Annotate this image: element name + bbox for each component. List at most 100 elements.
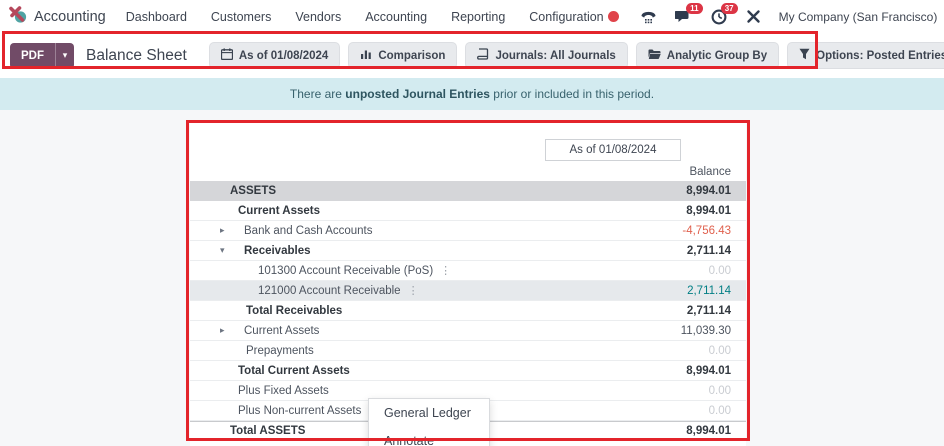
accounting-app-icon bbox=[8, 5, 27, 29]
kebab-menu-icon[interactable]: ⋮ bbox=[408, 284, 418, 297]
row-label: 121000 Account Receivable bbox=[258, 285, 401, 297]
content-area: As of 01/08/2024 Balance ASSETS8,994.01C… bbox=[0, 110, 944, 446]
row-value: 0.00 bbox=[709, 345, 746, 357]
menu-configuration[interactable]: Configuration bbox=[529, 10, 603, 24]
analytic-filter-button[interactable]: Analytic Group By bbox=[636, 42, 779, 69]
row-value: 8,994.01 bbox=[686, 365, 746, 377]
top-navbar: Accounting Dashboard Customers Vendors A… bbox=[0, 0, 944, 33]
row-label: Current Assets bbox=[238, 205, 320, 217]
table-row[interactable]: Current Assets 8,994.01 bbox=[190, 201, 746, 221]
table-row[interactable]: ▾Receivables 2,711.14 bbox=[190, 241, 746, 261]
report-title: Balance Sheet bbox=[86, 47, 187, 65]
row-label-cell: Total Current Assets bbox=[190, 365, 350, 377]
row-label-cell: Prepayments bbox=[190, 345, 314, 357]
menu-vendors[interactable]: Vendors bbox=[295, 10, 341, 24]
kebab-menu-icon[interactable]: ⋮ bbox=[440, 264, 450, 277]
banner-text: There are unposted Journal Entries prior… bbox=[290, 87, 654, 101]
calendar-icon bbox=[221, 48, 233, 63]
comparison-filter-button[interactable]: Comparison bbox=[348, 42, 457, 69]
menu-customers[interactable]: Customers bbox=[211, 10, 271, 24]
row-label: Total Current Assets bbox=[238, 365, 350, 377]
table-row[interactable]: Prepayments 0.00 bbox=[190, 341, 746, 361]
row-label-cell: Total Receivables bbox=[190, 305, 342, 317]
table-row[interactable]: Total Current Assets 8,994.01 bbox=[190, 361, 746, 381]
table-row[interactable]: 121000 Account Receivable⋮2,711.14 bbox=[190, 281, 746, 301]
row-value: 2,711.14 bbox=[687, 245, 746, 257]
row-value: 0.00 bbox=[709, 405, 746, 417]
filter-bar: As of 01/08/2024 Comparison Journals: Al… bbox=[209, 42, 944, 69]
row-label-cell: 101300 Account Receivable (PoS) ⋮ bbox=[190, 264, 450, 277]
row-label: Total Receivables bbox=[246, 305, 342, 317]
row-label-cell: ASSETS bbox=[190, 185, 276, 197]
row-label: Prepayments bbox=[246, 345, 314, 357]
row-label: Plus Non-current Assets bbox=[238, 405, 361, 417]
table-row[interactable]: 101300 Account Receivable (PoS) ⋮ 0.00 bbox=[190, 261, 746, 281]
line-context-menu: General Ledger Annotate bbox=[368, 398, 490, 446]
messages-badge: 11 bbox=[686, 3, 702, 15]
menu-item-general-ledger[interactable]: General Ledger bbox=[369, 399, 489, 427]
pdf-button[interactable]: PDF bbox=[10, 43, 55, 69]
table-row[interactable]: ▸Bank and Cash Accounts -4,756.43 bbox=[190, 221, 746, 241]
row-value: 0.00 bbox=[709, 265, 746, 277]
voip-phone-icon[interactable] bbox=[639, 7, 659, 27]
menu-accounting[interactable]: Accounting bbox=[365, 10, 427, 24]
column-date-box: As of 01/08/2024 bbox=[545, 139, 681, 161]
row-label: 101300 Account Receivable (PoS) bbox=[258, 265, 433, 277]
pdf-dropdown-caret-icon[interactable]: ▾ bbox=[55, 43, 74, 69]
app-switcher[interactable]: Accounting bbox=[8, 5, 106, 29]
row-label-cell: Current Assets bbox=[190, 205, 320, 217]
options-filter-label: Options: Posted Entries Only , Accrual B… bbox=[816, 50, 944, 62]
filter-funnel-icon bbox=[799, 48, 810, 63]
recording-indicator-icon[interactable] bbox=[604, 7, 624, 27]
company-selector[interactable]: My Company (San Francisco) bbox=[779, 10, 938, 24]
row-label-cell: ▸Current Assets bbox=[190, 325, 319, 337]
analytic-filter-label: Analytic Group By bbox=[667, 50, 767, 62]
row-value: 0.00 bbox=[709, 385, 746, 397]
table-row[interactable]: ASSETS 8,994.01 bbox=[190, 181, 746, 201]
row-label: Receivables bbox=[244, 245, 311, 257]
options-filter-button[interactable]: Options: Posted Entries Only , Accrual B… bbox=[787, 42, 944, 69]
messages-icon[interactable]: 11 bbox=[674, 7, 694, 27]
row-label: Bank and Cash Accounts bbox=[244, 225, 373, 237]
row-label-cell: Plus Non-current Assets bbox=[190, 405, 361, 417]
caret-down-icon[interactable]: ▾ bbox=[220, 245, 244, 256]
pdf-split-button: PDF ▾ bbox=[10, 43, 74, 69]
row-label-cell: ▾Receivables bbox=[190, 245, 311, 257]
row-value: 2,711.14 bbox=[687, 305, 746, 317]
bar-chart-icon bbox=[360, 48, 372, 63]
activities-clock-icon[interactable]: 37 bbox=[709, 7, 729, 27]
journal-icon bbox=[477, 48, 489, 63]
row-value: 11,039.30 bbox=[681, 325, 746, 337]
unposted-entries-banner: There are unposted Journal Entries prior… bbox=[0, 78, 944, 110]
folder-icon bbox=[648, 48, 661, 63]
row-value: 8,994.01 bbox=[686, 185, 746, 197]
menu-reporting[interactable]: Reporting bbox=[451, 10, 505, 24]
journals-filter-button[interactable]: Journals: All Journals bbox=[465, 42, 627, 69]
row-label-cell: Total ASSETS bbox=[190, 425, 305, 437]
row-label: Total ASSETS bbox=[230, 425, 305, 437]
topbar-right: 11 37 My Company (San Francisco) bbox=[604, 6, 944, 28]
comparison-filter-label: Comparison bbox=[378, 50, 445, 62]
tools-icon[interactable] bbox=[744, 7, 764, 27]
row-label: ASSETS bbox=[230, 185, 276, 197]
menu-dashboard[interactable]: Dashboard bbox=[126, 10, 187, 24]
row-value: 8,994.01 bbox=[686, 425, 746, 437]
date-filter-label: As of 01/08/2024 bbox=[239, 50, 329, 62]
app-name: Accounting bbox=[34, 9, 106, 25]
journals-filter-label: Journals: All Journals bbox=[495, 50, 615, 62]
table-row[interactable]: ▸Current Assets 11,039.30 bbox=[190, 321, 746, 341]
row-value: 8,994.01 bbox=[686, 205, 746, 217]
menu-item-annotate[interactable]: Annotate bbox=[369, 427, 489, 446]
row-label: Plus Fixed Assets bbox=[238, 385, 329, 397]
row-label-cell: Plus Fixed Assets bbox=[190, 385, 329, 397]
table-row[interactable]: Total Receivables 2,711.14 bbox=[190, 301, 746, 321]
caret-right-icon[interactable]: ▸ bbox=[220, 325, 244, 336]
row-label: Current Assets bbox=[244, 325, 319, 337]
row-value: -4,756.43 bbox=[682, 225, 746, 237]
date-filter-button[interactable]: As of 01/08/2024 bbox=[209, 42, 341, 69]
report-toolbar: PDF ▾ Balance Sheet As of 01/08/2024 Com… bbox=[0, 33, 944, 78]
row-label-cell: 121000 Account Receivable ⋮ bbox=[190, 284, 418, 297]
main-menu: Dashboard Customers Vendors Accounting R… bbox=[126, 10, 604, 24]
row-label-cell: ▸Bank and Cash Accounts bbox=[190, 225, 373, 237]
caret-right-icon[interactable]: ▸ bbox=[220, 225, 244, 236]
